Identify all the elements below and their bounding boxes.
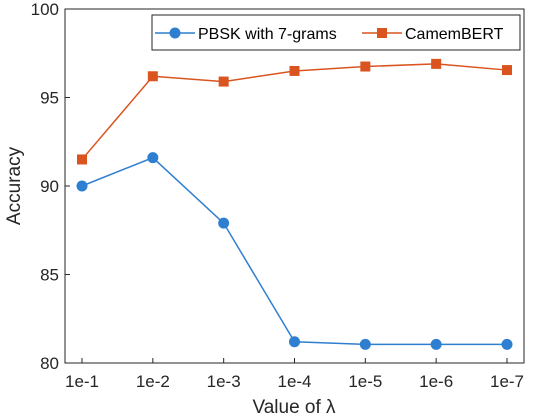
data-point: [289, 336, 300, 348]
legend-label-camembert: CamemBERT: [405, 26, 504, 43]
x-tick-label: 1e-1: [65, 372, 99, 391]
y-axis: 80 85 90 95 100: [31, 0, 70, 373]
data-point: [77, 154, 87, 165]
plot-area: [64, 8, 525, 364]
data-point: [147, 152, 159, 164]
series-layer: [76, 58, 513, 350]
legend-label-pbsk: PBSK with 7-grams: [198, 26, 337, 43]
data-point: [359, 338, 371, 350]
x-tick-label: 1e-4: [277, 372, 311, 391]
y-tick-label: 80: [40, 354, 59, 373]
x-axis-label: Value of λ: [252, 397, 336, 418]
data-point: [289, 65, 300, 76]
y-tick-label: 100: [31, 0, 59, 19]
series-1: [77, 58, 512, 165]
x-tick-label: 1e-6: [419, 372, 453, 391]
y-tick-label: 90: [40, 177, 59, 196]
x-tick-label: 1e-3: [207, 372, 241, 391]
data-point: [218, 217, 230, 229]
legend-marker-camembert: [377, 28, 387, 38]
y-axis-label: Accuracy: [4, 146, 25, 225]
x-tick-label: 1e-7: [490, 372, 524, 391]
data-point: [147, 71, 158, 82]
x-tick-label: 1e-2: [136, 372, 170, 391]
data-point: [430, 338, 442, 350]
y-tick-label: 95: [40, 89, 59, 108]
legend-box: [151, 14, 521, 51]
data-point: [502, 65, 512, 76]
legend-marker-pbsk: [169, 27, 181, 39]
data-point: [76, 180, 88, 192]
legend: PBSK with 7-grams CamemBERT: [151, 14, 521, 51]
x-tick-label: 1e-5: [348, 372, 382, 391]
series-0: [76, 152, 513, 350]
data-point: [501, 338, 513, 350]
axes-box: [64, 8, 525, 364]
data-point: [431, 58, 442, 69]
y-tick-label: 85: [40, 266, 59, 285]
data-point: [218, 76, 229, 87]
data-point: [360, 61, 371, 72]
x-axis: 1e-1 1e-2 1e-3 1e-4 1e-5 1e-6 1e-7: [65, 358, 524, 391]
